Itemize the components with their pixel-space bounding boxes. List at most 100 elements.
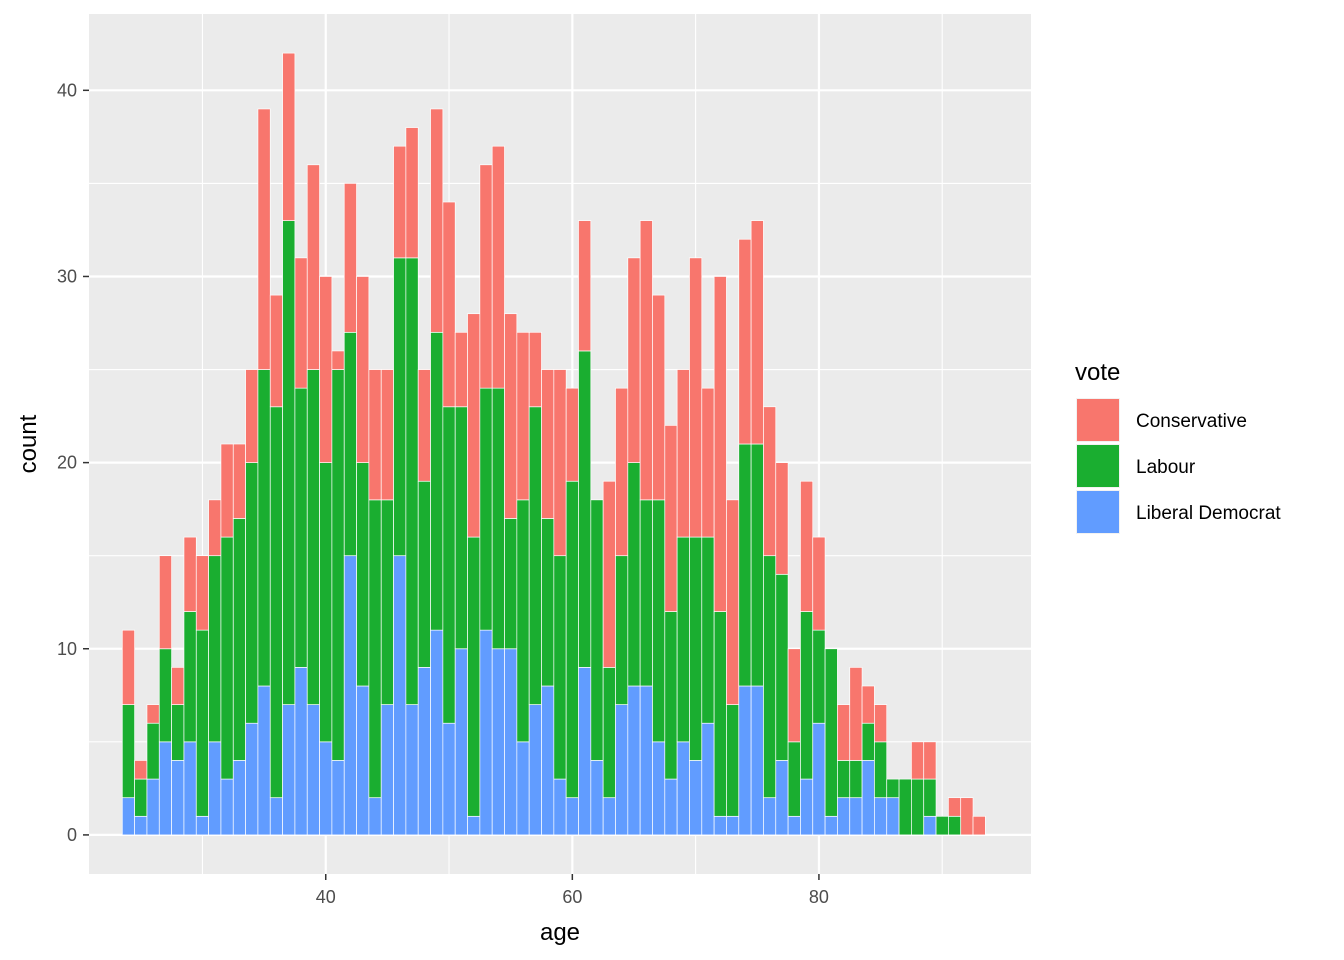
bar-conservative — [479, 164, 493, 389]
y-tick-label: 20 — [57, 453, 77, 473]
bar-conservative — [763, 406, 777, 557]
bar-labour — [898, 778, 912, 836]
bar-labour — [664, 611, 678, 780]
bar-labour — [923, 778, 937, 817]
bar-conservative — [800, 480, 814, 612]
bar-liberal-democrat — [467, 815, 481, 836]
bar-labour — [837, 760, 851, 799]
bar-labour — [158, 648, 172, 743]
bar-conservative — [911, 741, 925, 780]
bar-conservative — [874, 704, 888, 743]
bar-liberal-democrat — [454, 648, 468, 836]
bar-liberal-democrat — [726, 815, 740, 836]
bar-conservative — [615, 387, 629, 557]
bar-conservative — [701, 387, 715, 538]
bar-conservative — [516, 331, 530, 501]
bar-labour — [343, 331, 357, 557]
bar-conservative — [282, 52, 296, 221]
bar-conservative — [602, 480, 616, 668]
bar-conservative — [319, 276, 333, 463]
legend-label: Liberal Democrat — [1136, 503, 1281, 524]
bar-liberal-democrat — [590, 760, 604, 836]
bar-labour — [935, 815, 949, 836]
bar-labour — [220, 536, 234, 780]
bar-conservative — [664, 425, 678, 612]
bar-labour — [874, 741, 888, 799]
bar-liberal-democrat — [553, 778, 567, 836]
bar-conservative — [380, 369, 394, 501]
bar-labour — [750, 443, 764, 687]
bar-labour — [467, 536, 481, 817]
bar-labour — [195, 629, 209, 817]
y-tick-label: 0 — [67, 825, 77, 845]
bar-liberal-democrat — [701, 722, 715, 836]
bar-liberal-democrat — [800, 778, 814, 836]
bar-conservative — [849, 667, 863, 761]
x-tick-label: 60 — [562, 887, 582, 907]
bar-liberal-democrat — [652, 741, 666, 836]
bar-labour — [800, 611, 814, 780]
bar-labour — [886, 778, 900, 799]
bar-conservative — [923, 741, 937, 780]
bar-conservative — [713, 276, 727, 612]
legend: vote Conservative Labour Liberal Democrat — [1075, 359, 1281, 534]
bar-liberal-democrat — [208, 741, 222, 836]
y-axis: 0 10 20 30 40 — [57, 80, 89, 845]
bar-conservative — [750, 220, 764, 445]
bar-liberal-democrat — [837, 797, 851, 836]
bar-labour — [183, 611, 197, 743]
bar-liberal-democrat — [578, 667, 592, 836]
bar-labour — [627, 462, 641, 687]
bar-labour — [911, 778, 925, 836]
bar-conservative — [541, 369, 555, 519]
bar-liberal-democrat — [405, 704, 419, 836]
bar-liberal-democrat — [750, 685, 764, 836]
bar-conservative — [257, 108, 271, 370]
bar-conservative — [504, 313, 518, 519]
bar-labour — [121, 704, 135, 799]
bar-liberal-democrat — [183, 741, 197, 836]
x-axis-title: age — [540, 919, 580, 946]
bar-labour — [171, 704, 185, 761]
y-axis-title: count — [15, 414, 42, 473]
bar-conservative — [393, 145, 407, 259]
bar-liberal-democrat — [158, 741, 172, 836]
bar-conservative — [368, 369, 382, 501]
bar-labour — [516, 499, 530, 743]
bar-liberal-democrat — [282, 704, 296, 836]
bar-liberal-democrat — [294, 667, 308, 836]
bar-labour — [726, 704, 740, 817]
bar-conservative — [269, 294, 283, 408]
bar-conservative — [343, 183, 357, 333]
bar-liberal-democrat — [861, 760, 875, 836]
bar-conservative — [442, 201, 456, 408]
bar-conservative — [158, 555, 172, 650]
bar-liberal-democrat — [787, 815, 801, 836]
bar-liberal-democrat — [849, 797, 863, 836]
bar-labour — [269, 406, 283, 799]
bar-labour — [417, 480, 431, 668]
bar-labour — [393, 257, 407, 557]
legend-key-liberal-democrat — [1077, 491, 1119, 533]
bar-labour — [504, 518, 518, 650]
bar-conservative — [837, 704, 851, 761]
bar-liberal-democrat — [565, 797, 579, 836]
bar-conservative — [121, 629, 135, 705]
legend-key-conservative — [1077, 399, 1119, 441]
bar-liberal-democrat — [331, 760, 345, 836]
bar-liberal-democrat — [245, 722, 259, 836]
bar-labour — [948, 815, 962, 836]
bar-liberal-democrat — [775, 760, 789, 836]
bar-conservative — [331, 350, 345, 370]
bar-conservative — [430, 108, 444, 333]
bar-liberal-democrat — [306, 704, 320, 836]
bar-conservative — [627, 257, 641, 463]
bar-conservative — [972, 815, 986, 836]
bar-liberal-democrat — [541, 685, 555, 836]
bar-conservative — [528, 331, 542, 408]
bar-labour — [689, 536, 703, 761]
bar-liberal-democrat — [146, 778, 160, 836]
bar-labour — [615, 555, 629, 705]
bar-conservative — [861, 685, 875, 724]
bar-conservative — [294, 257, 308, 389]
